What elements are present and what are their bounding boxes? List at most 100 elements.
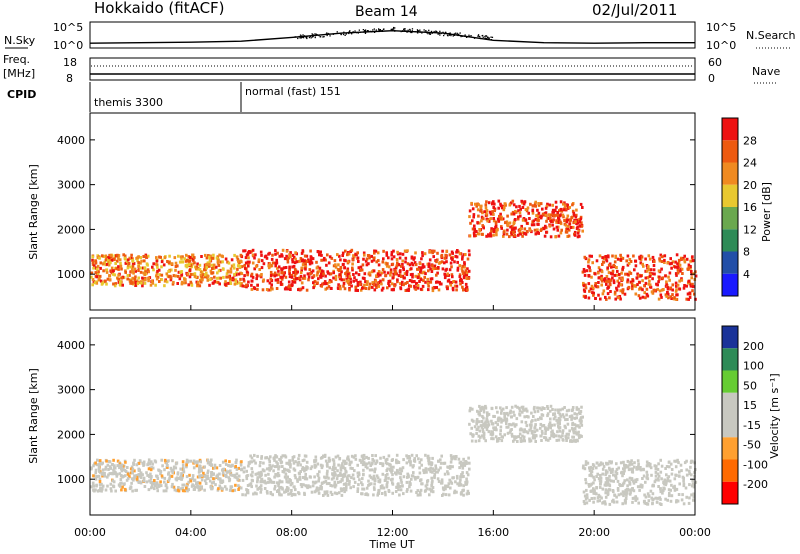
echo-cell: [308, 268, 312, 272]
echo-cell: [376, 476, 380, 480]
echo-cell: [365, 462, 369, 466]
echo-cell: [348, 462, 352, 466]
echo-cell: [278, 465, 281, 469]
echo-cell: [479, 409, 483, 412]
echo-cell: [645, 269, 649, 273]
echo-cell: [196, 262, 199, 266]
echo-cell: [377, 272, 380, 276]
echo-cell: [410, 453, 414, 457]
echo-cell: [130, 253, 133, 257]
echo-cell: [647, 499, 651, 503]
echo-cell: [549, 426, 552, 430]
echo-cell: [118, 466, 121, 470]
echo-cell: [687, 297, 690, 301]
nsearch-point: [411, 28, 414, 30]
echo-cell: [170, 474, 174, 478]
echo-cell: [258, 471, 261, 475]
echo-cell: [94, 461, 97, 465]
echo-cell: [372, 283, 376, 287]
nsearch-point: [310, 37, 312, 39]
echo-cell: [492, 219, 496, 223]
echo-cell: [615, 462, 618, 466]
y-tick-label: 1000: [57, 268, 85, 281]
echo-cell: [92, 474, 95, 478]
echo-cell: [368, 282, 372, 286]
echo-cell: [624, 498, 627, 502]
echo-cell: [123, 468, 127, 472]
echo-cell: [448, 464, 452, 468]
echo-cell: [112, 282, 115, 286]
colorbar-tick-label: 20: [743, 179, 757, 192]
x-tick-label: 16:00: [477, 526, 509, 539]
echo-cell: [555, 220, 558, 224]
echo-cell: [366, 493, 370, 497]
echo-cell: [416, 286, 420, 290]
echo-cell: [496, 439, 499, 443]
echo-cell: [292, 493, 296, 496]
echo-cell: [620, 492, 623, 496]
echo-cell: [375, 459, 379, 463]
echo-cell: [106, 257, 110, 261]
echo-cell: [612, 281, 616, 285]
echo-cell: [611, 272, 614, 276]
echo-cell: [415, 454, 418, 458]
echo-cell: [332, 459, 336, 463]
echo-cell: [312, 281, 315, 285]
echo-cell: [173, 256, 177, 260]
echo-cell: [489, 212, 493, 216]
echo-cell: [449, 454, 453, 458]
echo-cell: [101, 484, 105, 488]
echo-cell: [377, 270, 381, 273]
echo-cell: [177, 274, 180, 278]
echo-cell: [424, 470, 427, 474]
echo-cell: [169, 276, 173, 280]
echo-cell: [465, 471, 469, 475]
echo-cell: [340, 278, 344, 282]
echo-cell: [624, 497, 628, 500]
echo-cell: [439, 466, 442, 470]
echo-cell: [688, 282, 692, 286]
echo-cell: [615, 286, 618, 290]
echo-cell: [94, 261, 98, 265]
nsearch-point: [439, 30, 441, 32]
echo-cell: [163, 256, 167, 260]
nsearch-point: [439, 34, 441, 36]
echo-cell: [342, 482, 346, 486]
nsearch-point: [409, 29, 411, 31]
echo-cell: [587, 484, 591, 488]
freq-tick-bottom: 8: [66, 72, 73, 85]
echo-cell: [638, 485, 642, 489]
echo-cell: [605, 259, 609, 263]
echo-cell: [599, 473, 602, 477]
echo-cell: [156, 275, 160, 279]
echo-cell: [364, 280, 367, 284]
echo-cell: [550, 423, 554, 427]
echo-cell: [255, 484, 258, 488]
echo-cell: [351, 258, 355, 262]
echo-cell: [482, 217, 485, 221]
echo-cell: [311, 257, 315, 261]
echo-cell: [345, 476, 349, 480]
echo-cell: [474, 202, 477, 206]
echo-cell: [252, 459, 256, 463]
echo-cell: [256, 476, 259, 480]
nsearch-point: [299, 34, 302, 36]
echo-cell: [412, 459, 416, 462]
echo-cell: [162, 489, 166, 493]
echo-cell: [637, 462, 640, 466]
echo-cell: [180, 273, 184, 277]
echo-cell: [383, 479, 387, 482]
echo-cell: [399, 478, 403, 482]
echo-cell: [628, 480, 631, 484]
echo-cell: [242, 277, 245, 281]
echo-cell: [251, 253, 255, 257]
echo-cell: [291, 260, 294, 264]
echo-cell: [351, 268, 354, 272]
echo-cell: [215, 466, 219, 470]
echo-cell: [458, 275, 462, 279]
echo-cell: [369, 482, 373, 486]
nsearch-point: [482, 36, 484, 38]
echo-cell: [467, 456, 470, 460]
echo-cell: [368, 271, 371, 275]
echo-cell: [301, 249, 305, 253]
